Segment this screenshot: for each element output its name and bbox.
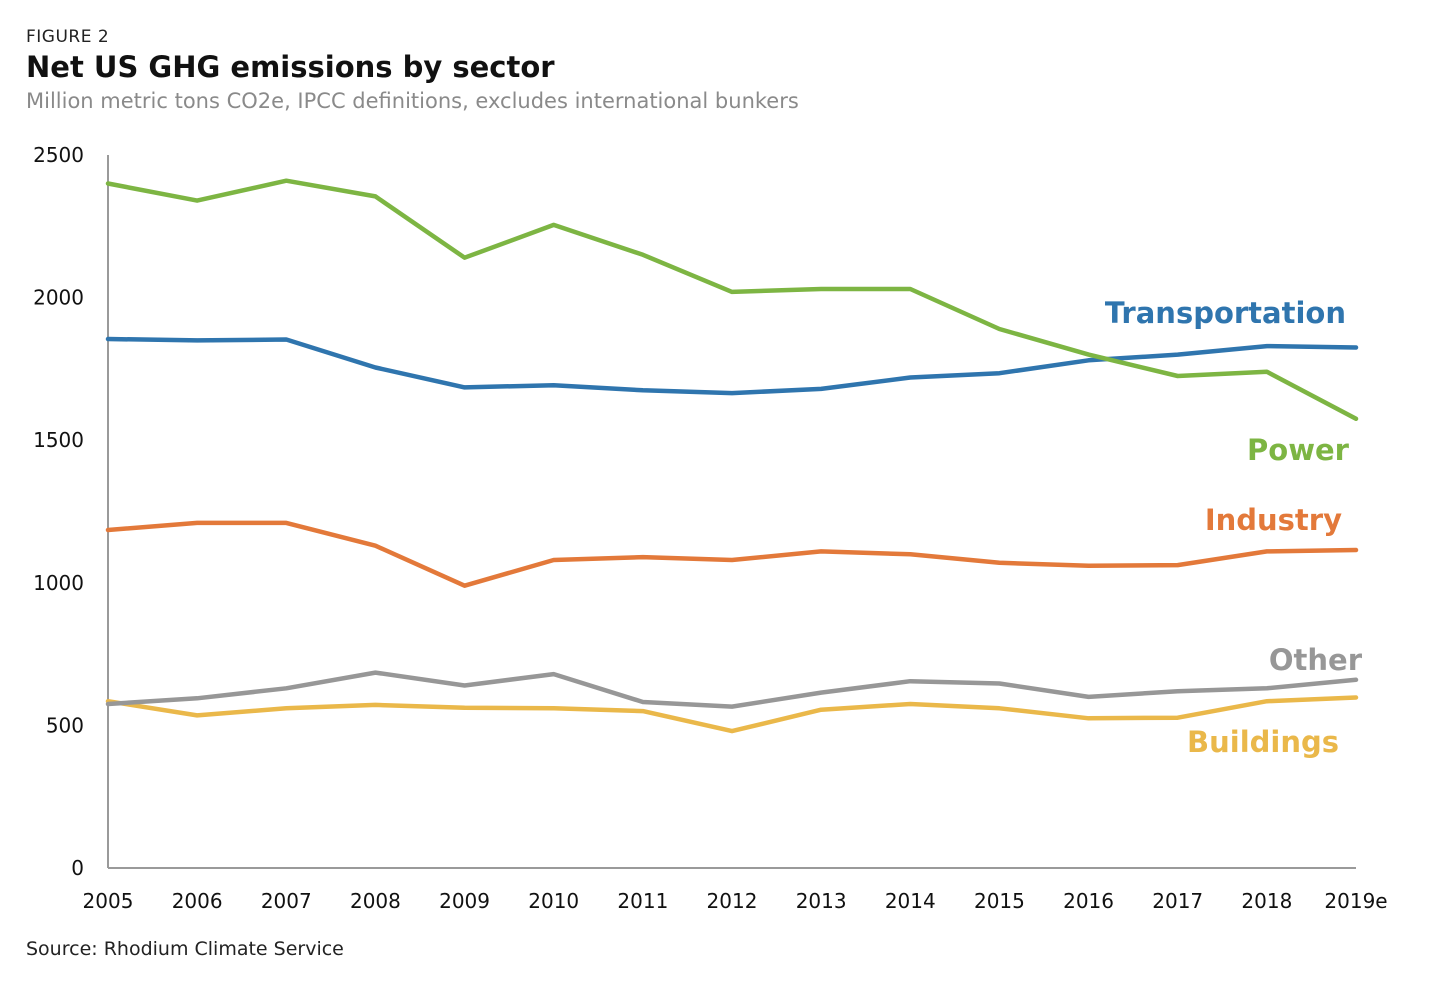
series-line-transportation [105, 336, 1359, 396]
x-tick-label: 2008 [350, 889, 401, 913]
series-label-industry: Industry [1205, 503, 1342, 537]
source-note: Source: Rhodium Climate Service [26, 938, 344, 960]
y-tick-label: 2000 [33, 286, 84, 310]
y-tick-label: 1000 [33, 571, 84, 595]
chart-subtitle: Million metric tons CO2e, IPCC definitio… [26, 89, 799, 113]
y-axis-ticks: 0 500 1000 1500 2000 2500 [33, 143, 84, 880]
x-tick-label: 2019e [1324, 889, 1387, 913]
x-tick-label: 2018 [1241, 889, 1292, 913]
chart-title: Net US GHG emissions by sector [26, 50, 555, 84]
y-tick-label: 0 [71, 856, 84, 880]
series-line-industry [105, 520, 1359, 588]
x-tick-label: 2007 [261, 889, 312, 913]
series-lines [105, 178, 1359, 734]
series-label-other: Other [1269, 643, 1363, 677]
series-line-other [105, 670, 1359, 709]
figure-label: FIGURE 2 [26, 27, 110, 47]
series-label-transportation: Transportation [1105, 296, 1346, 330]
x-tick-label: 2013 [796, 889, 847, 913]
x-tick-label: 2005 [83, 889, 134, 913]
series-labels: Power Transportation Industry Other Building… [1105, 296, 1363, 759]
series-line-power [105, 178, 1359, 422]
x-tick-label: 2017 [1152, 889, 1203, 913]
x-tick-label: 2014 [885, 889, 936, 913]
y-tick-label: 1500 [33, 428, 84, 452]
series-label-buildings: Buildings [1187, 725, 1339, 759]
x-axis-ticks: 2005 2006 2007 2008 2009 2010 2011 2012 2013 2014… [83, 889, 1388, 913]
x-tick-label: 2011 [617, 889, 668, 913]
x-tick-label: 2012 [707, 889, 758, 913]
chart-axes [107, 155, 1356, 869]
x-tick-label: 2006 [172, 889, 223, 913]
series-line-buildings [105, 695, 1359, 734]
x-tick-label: 2009 [439, 889, 490, 913]
x-tick-label: 2010 [528, 889, 579, 913]
series-label-power: Power [1247, 433, 1350, 467]
x-tick-label: 2015 [974, 889, 1025, 913]
y-tick-label: 2500 [33, 143, 84, 167]
x-tick-label: 2016 [1063, 889, 1114, 913]
y-tick-label: 500 [46, 713, 84, 737]
